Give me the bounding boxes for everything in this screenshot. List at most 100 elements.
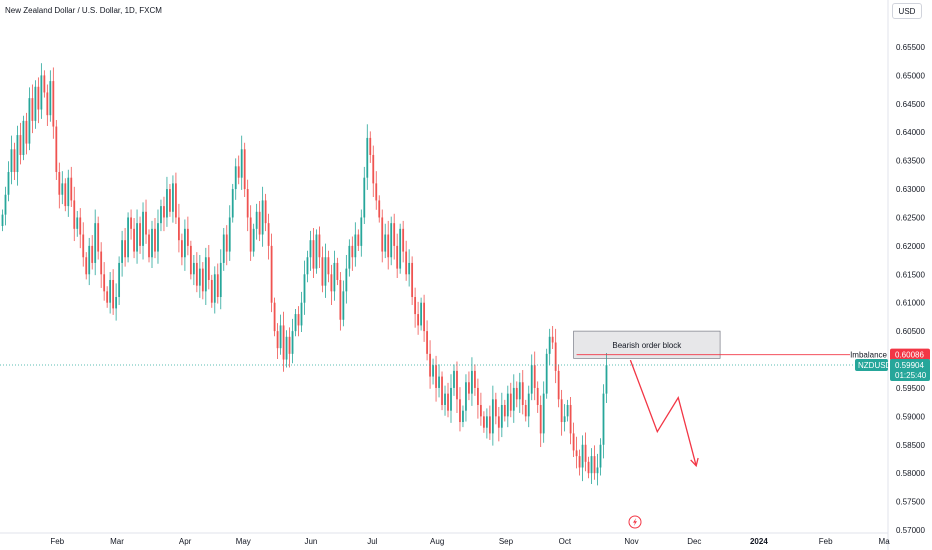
candle-body (480, 404, 482, 417)
candle-body (34, 86, 37, 121)
candle-body (357, 234, 360, 246)
candle-body (315, 234, 318, 269)
candle-body (291, 331, 294, 354)
candle-body (303, 274, 306, 303)
candle-body (560, 399, 563, 423)
candle-body (515, 387, 518, 400)
y-tick-label: 0.57000 (896, 526, 925, 535)
candle-body (58, 172, 61, 195)
candle-body (444, 393, 446, 405)
candle-body (16, 135, 19, 173)
x-tick-label: May (236, 537, 251, 546)
candle-body (67, 177, 70, 207)
candle-body (264, 200, 267, 224)
candle-body (539, 404, 542, 434)
candle-body (19, 135, 22, 155)
candle-body (405, 251, 408, 275)
candle-body (584, 444, 587, 462)
candle-body (524, 404, 527, 417)
candle-body (563, 416, 566, 423)
candle-body (491, 399, 494, 434)
candle-body (321, 257, 324, 286)
candle-body (70, 177, 73, 201)
candle-body (124, 240, 126, 258)
candle-body (112, 279, 115, 309)
candle-body (240, 149, 243, 178)
candle-body (569, 404, 572, 434)
x-tick-label: Ma (879, 537, 891, 546)
candle-body (309, 240, 312, 258)
candle-body (572, 433, 575, 451)
candle-body (432, 365, 434, 377)
candle-body (429, 353, 431, 377)
currency-button[interactable]: USD (892, 3, 922, 19)
candle-body (512, 387, 515, 411)
candle-body (551, 336, 554, 343)
candle-body (542, 393, 545, 434)
candle-body (46, 92, 49, 116)
x-tick-label: Dec (687, 537, 701, 546)
candle-body (181, 240, 183, 258)
order-block-zone[interactable] (573, 330, 721, 359)
flash-icon[interactable] (628, 515, 642, 529)
candle-body (49, 81, 52, 116)
candle-body (252, 228, 255, 252)
candle-body (136, 223, 138, 252)
projection-path[interactable] (629, 359, 697, 466)
candle-body (294, 314, 297, 332)
candle-body (4, 194, 7, 215)
candle-body (441, 376, 443, 405)
candle-body (453, 370, 455, 388)
candle-body (384, 234, 387, 252)
candle-body (351, 245, 354, 258)
imbalance-price: 0.60086 (895, 351, 924, 360)
candle-body (160, 206, 162, 224)
candle-body (213, 274, 216, 303)
candle-body (465, 382, 467, 411)
candle-body (420, 302, 422, 326)
candle-body (518, 382, 521, 400)
candle-body (55, 126, 58, 173)
y-tick-label: 0.62500 (896, 213, 925, 222)
candle-body (267, 223, 270, 246)
candle-body (10, 149, 13, 173)
candle-body (172, 183, 174, 212)
candle-body (372, 154, 375, 184)
candle-body (261, 200, 264, 235)
candle-body (417, 314, 420, 326)
candle-body (163, 206, 165, 218)
candle-body (312, 240, 315, 269)
candle-body (13, 149, 16, 173)
x-tick-label: Jul (367, 537, 377, 546)
candle-body (195, 262, 198, 286)
candle-body (369, 137, 372, 155)
candle-body (121, 240, 123, 263)
candle-body (503, 404, 506, 417)
candle-body (1, 214, 4, 226)
candle-body (133, 228, 135, 252)
candle-body (396, 245, 399, 269)
candle-body (222, 234, 225, 263)
y-tick-label: 0.58500 (896, 441, 925, 450)
candle-body (31, 98, 34, 121)
candle-body (279, 325, 282, 349)
candle-body (593, 456, 596, 474)
candle-body (474, 370, 476, 388)
x-tick-label: Jun (304, 537, 317, 546)
candle-body (414, 297, 417, 315)
candle-body (151, 228, 153, 258)
candle-body (189, 245, 192, 275)
candle-body (231, 189, 234, 218)
y-tick-label: 0.59000 (896, 412, 925, 421)
candle-body (97, 223, 100, 252)
candle-body (339, 279, 342, 320)
candle-body (142, 211, 144, 246)
candle-body (596, 467, 599, 474)
candle-body (578, 456, 581, 468)
imbalance-price-tag (890, 348, 930, 361)
candle-body (130, 217, 132, 229)
x-tick-label: Feb (819, 537, 833, 546)
candle-body (207, 257, 210, 280)
candle-body (270, 245, 273, 303)
